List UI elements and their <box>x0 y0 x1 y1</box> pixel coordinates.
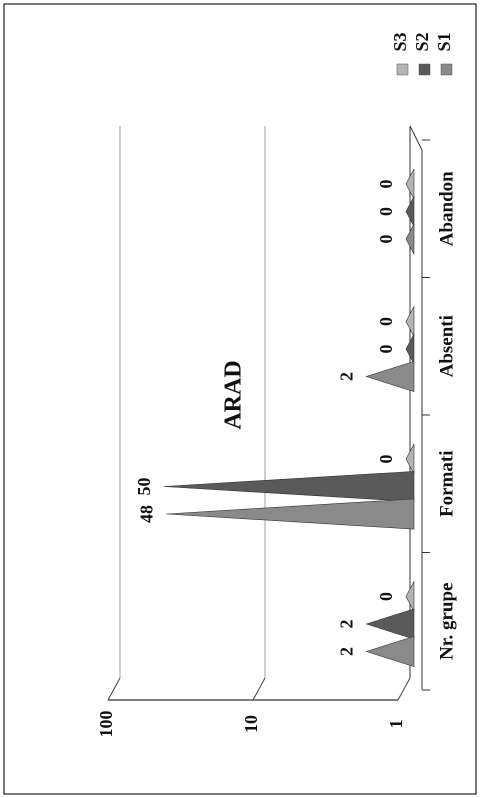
data-mark-s2 <box>405 333 415 365</box>
data-label: 0 <box>376 235 396 244</box>
data-label: 0 <box>376 345 396 354</box>
data-label: 0 <box>376 592 396 601</box>
chart-title: ARAD <box>221 360 247 429</box>
data-mark-s3 <box>405 168 415 200</box>
data-label: 2 <box>336 620 356 629</box>
data-label: 0 <box>376 207 396 216</box>
y-tick-label: 100 <box>96 711 116 738</box>
legend-label: S1 <box>434 32 454 51</box>
gridline-corner <box>397 677 411 701</box>
data-mark-s1 <box>166 498 415 530</box>
legend-label: S2 <box>412 32 432 51</box>
data-label: 2 <box>336 647 356 656</box>
data-mark-s1 <box>405 223 415 255</box>
data-mark-s2 <box>365 608 415 640</box>
data-mark-s3 <box>405 581 415 612</box>
data-label: 0 <box>376 455 396 464</box>
y-tick-label: 1 <box>386 720 406 729</box>
plot-area: 1 10 100 Nr. grupe Formati Absenti Abandon 0 0 0 0… <box>96 125 457 738</box>
chart-frame <box>3 3 477 795</box>
legend-swatch <box>418 63 431 76</box>
gridline-corner <box>252 677 266 701</box>
category-label: Formati <box>436 451 457 517</box>
y-tick-label: 10 <box>241 715 261 733</box>
data-mark-s1 <box>365 635 415 668</box>
data-mark-s3 <box>405 306 415 337</box>
floor-side-edge <box>409 125 423 151</box>
data-label: 50 <box>134 478 154 496</box>
legend-label: S3 <box>390 32 410 51</box>
legend-swatch <box>440 63 453 76</box>
data-mark-s1 <box>365 360 415 393</box>
legend-swatch <box>396 63 409 76</box>
category-label: Abandon <box>436 171 457 246</box>
category-label: Absenti <box>436 315 457 377</box>
data-mark-s2 <box>405 196 415 227</box>
data-mark-s3 <box>405 443 415 475</box>
data-label: 2 <box>336 372 356 381</box>
data-mark-s2 <box>163 471 415 502</box>
data-label: 0 <box>376 317 396 326</box>
data-label: 48 <box>136 505 156 523</box>
category-label: Nr. grupe <box>436 583 457 660</box>
gridline-corner <box>107 677 121 701</box>
data-label: 0 <box>376 180 396 189</box>
